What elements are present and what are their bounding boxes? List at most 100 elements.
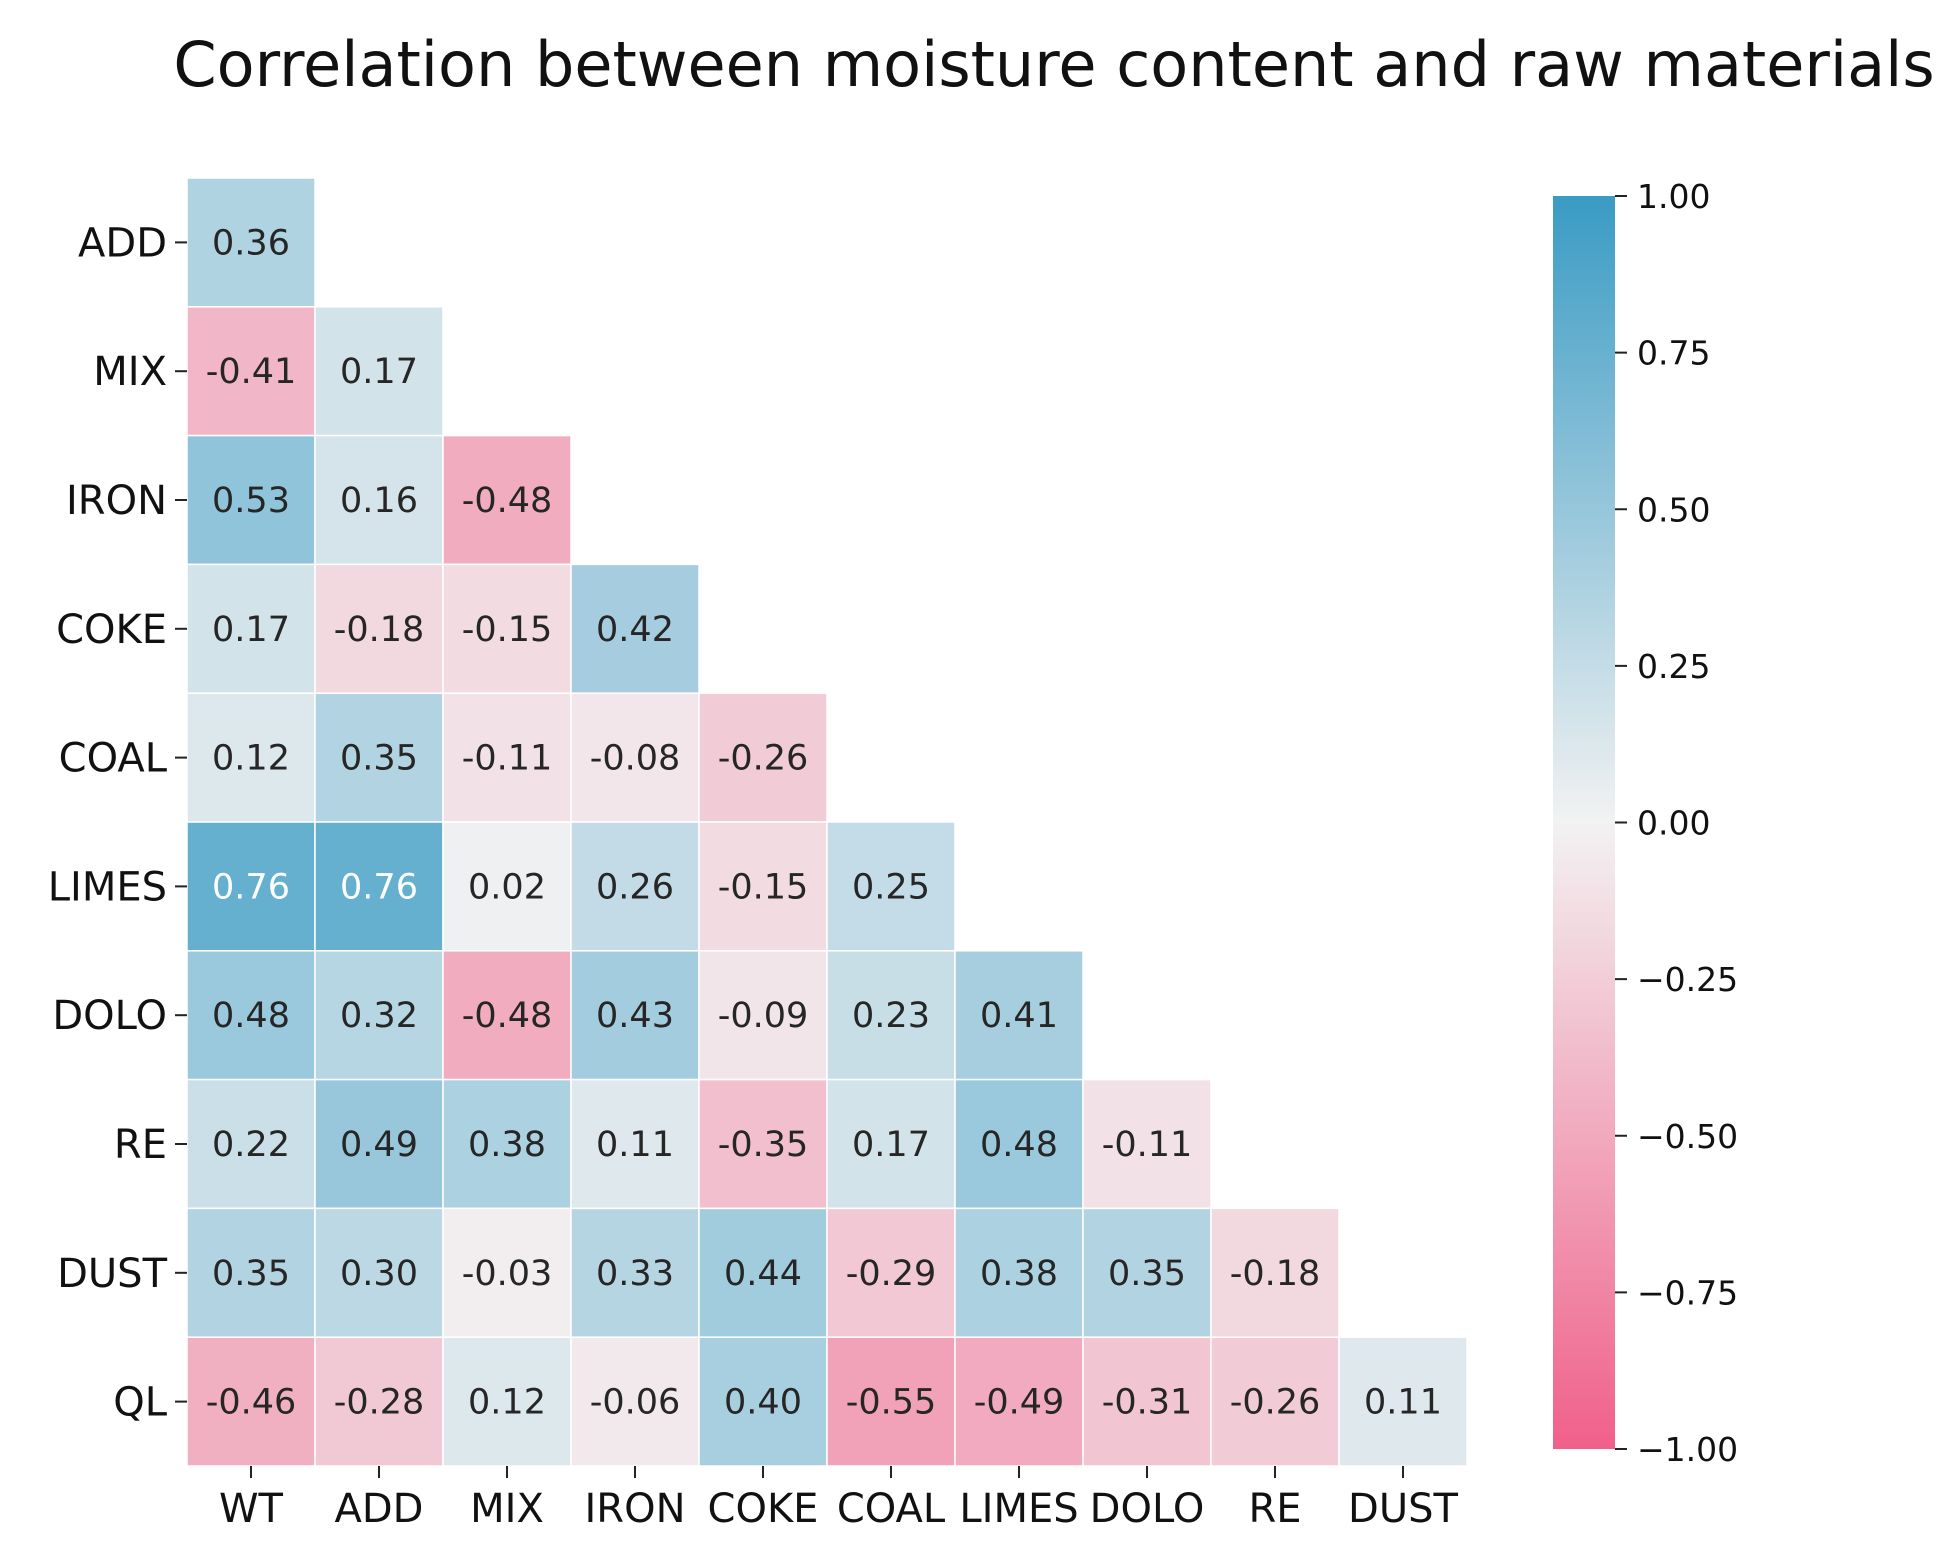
colorbar-tick-label: 1.00 (1637, 177, 1710, 216)
cell-value-label: -0.09 (718, 996, 809, 1036)
x-tick-label: DUST (1348, 1486, 1458, 1532)
cell-value-label: 0.41 (980, 996, 1058, 1036)
cell-value-label: 0.32 (340, 996, 418, 1036)
colorbar-tick-label: 0.50 (1637, 490, 1710, 529)
heatmap-cell (314, 1336, 444, 1467)
heatmap-cell (442, 821, 572, 952)
cell-value-label: -0.11 (1102, 1125, 1193, 1165)
cell-value-label: -0.46 (206, 1383, 297, 1423)
cell-value-label: 0.30 (340, 1254, 418, 1294)
cell-value-label: 0.12 (468, 1383, 546, 1423)
heatmap-cell (1210, 1207, 1340, 1338)
colorbar-tick-label: 0.25 (1637, 647, 1710, 686)
heatmap-cell (826, 821, 956, 952)
cell-value-label: 0.44 (724, 1254, 802, 1294)
cell-value-label: 0.48 (212, 996, 290, 1036)
y-tick-label: MIX (93, 349, 167, 395)
cell-value-label: -0.29 (846, 1254, 937, 1294)
cell-value-label: -0.03 (462, 1254, 553, 1294)
colorbar-ticks: 1.00 0.75 0.50 0.25 0.00 −0.25 −0.50 −0.75 −1.00 (1615, 177, 1738, 1469)
cell-value-label: -0.31 (1102, 1383, 1193, 1423)
x-tick-label: RE (1248, 1486, 1301, 1532)
x-tick-label: COAL (837, 1486, 946, 1532)
x-axis: WT ADD MIX IRON COKE COAL LIMES DOLO RE DUST (219, 1466, 1459, 1532)
heatmap-cell (442, 434, 572, 566)
y-tick-label: LIMES (48, 864, 167, 910)
cell-value-label: -0.11 (462, 739, 553, 779)
heatmap-cell (314, 692, 444, 823)
cell-value-label: 0.35 (212, 1254, 290, 1294)
cell-value-label: 0.33 (596, 1254, 674, 1294)
heatmap-cell (570, 563, 700, 694)
heatmap-cell (314, 434, 444, 566)
heatmap-cell (1338, 1336, 1468, 1467)
heatmap-cell (826, 1207, 956, 1338)
x-tick-label: MIX (470, 1486, 544, 1532)
cell-value-label: 0.40 (724, 1383, 802, 1423)
heatmap-cell (186, 1336, 316, 1467)
x-tick-label: DOLO (1090, 1486, 1205, 1532)
cell-value-label: 0.11 (596, 1125, 674, 1165)
cell-value-label: -0.26 (1230, 1383, 1321, 1423)
heatmap-cell (954, 1207, 1084, 1338)
heatmap-cell (186, 1207, 316, 1338)
colorbar-tick-label: 0.00 (1637, 804, 1710, 843)
heatmap-cell (442, 1207, 572, 1338)
colorbar-tick-label: −1.00 (1637, 1430, 1738, 1469)
cell-value-label: -0.15 (462, 610, 553, 650)
y-tick-label: QL (113, 1380, 167, 1426)
heatmap-cell (698, 692, 828, 823)
cell-value-label: 0.76 (212, 867, 290, 907)
cell-value-label: 0.22 (212, 1125, 290, 1165)
heatmap-cells: 0.36 -0.41 0.17 0.53 0.16 -0.48 0.17 -0.18 -0.15… (186, 177, 1468, 1467)
cell-value-label: 0.48 (980, 1125, 1058, 1165)
heatmap-cell (314, 821, 444, 952)
x-tick-label: LIMES (959, 1486, 1078, 1532)
cell-value-label: 0.53 (212, 481, 290, 521)
cell-value-label: -0.18 (334, 610, 425, 650)
heatmap-cell (698, 821, 828, 952)
y-tick-label: COKE (56, 607, 167, 653)
heatmap-cell (954, 1078, 1084, 1210)
cell-value-label: 0.42 (596, 610, 674, 650)
cell-value-label: -0.35 (718, 1125, 809, 1165)
heatmap-cell (570, 821, 700, 952)
cell-value-label: -0.06 (590, 1383, 681, 1423)
heatmap-cell (826, 1336, 956, 1467)
heatmap-cell (186, 434, 316, 566)
cell-value-label: 0.26 (596, 867, 674, 907)
heatmap-cell (1082, 1336, 1212, 1467)
cell-value-label: -0.15 (718, 867, 809, 907)
heatmap-cell (314, 1207, 444, 1338)
cell-value-label: 0.36 (212, 223, 290, 263)
y-tick-label: DOLO (52, 993, 167, 1039)
cell-value-label: 0.38 (980, 1254, 1058, 1294)
heatmap-cell (186, 950, 316, 1081)
heatmap-cell (442, 692, 572, 823)
heatmap-cell (826, 950, 956, 1081)
cell-value-label: 0.02 (468, 867, 546, 907)
heatmap-cell (1082, 1078, 1212, 1210)
colorbar-tick-label: −0.50 (1637, 1117, 1738, 1156)
cell-value-label: 0.43 (596, 996, 674, 1036)
heatmap-cell (442, 1078, 572, 1210)
cell-value-label: 0.17 (852, 1125, 930, 1165)
x-tick-label: COKE (708, 1486, 819, 1532)
cell-value-label: -0.48 (462, 996, 553, 1036)
cell-value-label: 0.25 (852, 867, 930, 907)
colorbar-gradient (1553, 196, 1615, 1449)
cell-value-label: 0.38 (468, 1125, 546, 1165)
heatmap-cell (314, 950, 444, 1081)
cell-value-label: 0.16 (340, 481, 418, 521)
y-axis: ADD MIX IRON COKE COAL LIMES DOLO RE DUST QL (48, 220, 187, 1426)
heatmap-cell (314, 563, 444, 694)
cell-value-label: -0.28 (334, 1383, 425, 1423)
cell-value-label: -0.48 (462, 481, 553, 521)
y-tick-label: COAL (59, 736, 168, 782)
cell-value-label: 0.23 (852, 996, 930, 1036)
cell-value-label: 0.17 (212, 610, 290, 650)
cell-value-label: 0.49 (340, 1125, 418, 1165)
cell-value-label: 0.35 (340, 739, 418, 779)
cell-value-label: -0.26 (718, 739, 809, 779)
